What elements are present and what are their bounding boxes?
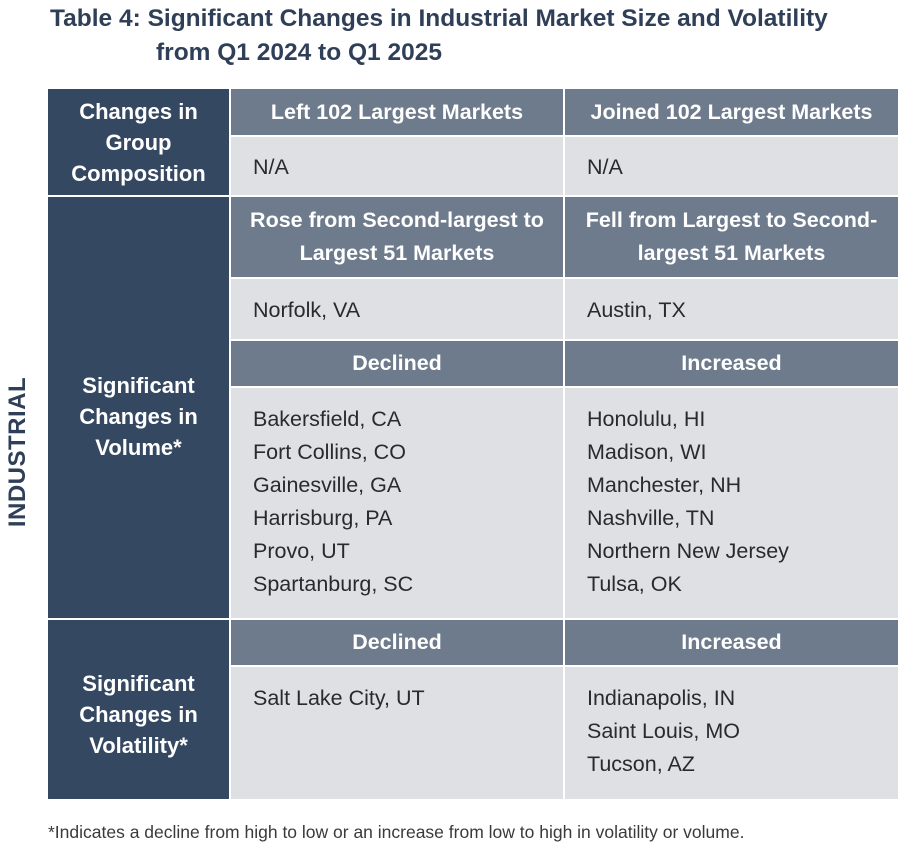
market-list-item: Tucson, AZ (587, 752, 695, 776)
list-left-markets: N/A (253, 151, 563, 184)
col-header-volume-declined: Declined (231, 341, 563, 386)
market-list-item: Bakersfield, CA (253, 407, 402, 431)
market-list-item: Norfolk, VA (253, 298, 361, 322)
row-header-volume: Significant Changes in Volume* (48, 197, 229, 618)
table-title: Table 4: Significant Changes in Industri… (50, 2, 900, 70)
footnote: *Indicates a decline from high to low or… (48, 822, 745, 842)
col-header-joined-markets: Joined 102 Largest Markets (565, 89, 898, 135)
market-list-item: Austin, TX (587, 298, 686, 322)
col-header-volatility-increased: Increased (565, 620, 898, 665)
market-list-item: Indianapolis, IN (587, 686, 736, 710)
list-joined-markets: N/A (587, 151, 898, 184)
market-list-item: Manchester, NH (587, 473, 742, 497)
col-header-rose: Rose from Second-largest to Largest 51 M… (231, 197, 563, 277)
row-header-volatility: Significant Changes in Volatility* (48, 620, 229, 799)
row-header-composition: Changes in Group Composition (48, 89, 229, 195)
market-list-item: Northern New Jersey (587, 539, 789, 563)
market-list-item: Nashville, TN (587, 506, 715, 530)
side-label: INDUSTRIAL (3, 322, 33, 582)
cell-volatility-declined: Salt Lake City, UT (231, 667, 563, 799)
cell-rose: Norfolk, VA (231, 279, 563, 339)
market-list-item: Harrisburg, PA (253, 506, 393, 530)
market-list-item: Salt Lake City, UT (253, 686, 425, 710)
list-fell: Austin, TX (587, 294, 898, 327)
side-label-text: INDUSTRIAL (4, 376, 32, 528)
cell-fell: Austin, TX (565, 279, 898, 339)
col-header-volatility-declined: Declined (231, 620, 563, 665)
market-list-item: Madison, WI (587, 440, 707, 464)
market-list-item: Spartanburg, SC (253, 572, 414, 596)
market-list-item: Provo, UT (253, 539, 350, 563)
market-list-item: Gainesville, GA (253, 473, 402, 497)
market-list-item: N/A (587, 155, 623, 179)
cell-volume-declined: Bakersfield, CA Fort Collins, CO Gainesvil… (231, 388, 563, 618)
market-list-item: Saint Louis, MO (587, 719, 740, 743)
list-volume-declined: Bakersfield, CA Fort Collins, CO Gainesvil… (253, 403, 563, 601)
market-list-item: Fort Collins, CO (253, 440, 406, 464)
market-list-item: N/A (253, 155, 289, 179)
list-volatility-declined: Salt Lake City, UT (253, 682, 563, 715)
market-list-item: Tulsa, OK (587, 572, 682, 596)
list-volume-increased: Honolulu, HI Madison, WI Manchester, NH Nas… (587, 403, 898, 601)
list-volatility-increased: Indianapolis, IN Saint Louis, MO Tucson, A… (587, 682, 898, 781)
cell-volatility-increased: Indianapolis, IN Saint Louis, MO Tucson, A… (565, 667, 898, 799)
col-header-fell: Fell from Largest to Second-largest 51 M… (565, 197, 898, 277)
col-header-volume-increased: Increased (565, 341, 898, 386)
cell-joined-markets: N/A (565, 137, 898, 195)
title-line-1: Table 4: Significant Changes in Industri… (50, 5, 828, 32)
market-list-item: Honolulu, HI (587, 407, 706, 431)
col-header-left-markets: Left 102 Largest Markets (231, 89, 563, 135)
cell-left-markets: N/A (231, 137, 563, 195)
title-line-2: from Q1 2024 to Q1 2025 (156, 39, 442, 66)
cell-volume-increased: Honolulu, HI Madison, WI Manchester, NH Nas… (565, 388, 898, 618)
list-rose: Norfolk, VA (253, 294, 563, 327)
